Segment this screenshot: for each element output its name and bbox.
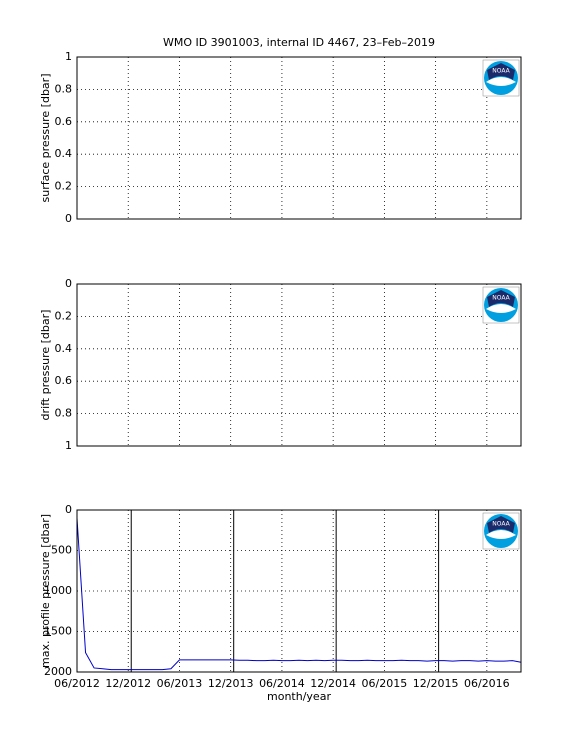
x-tick-label: 12/2013 [208, 677, 254, 690]
y-tick-label: 1500 [44, 625, 72, 638]
plot-frame [76, 56, 522, 220]
x-tick-label: 12/2015 [413, 677, 459, 690]
logo-wave [486, 77, 516, 86]
plot-area [77, 57, 521, 219]
logo-wave [486, 304, 516, 313]
y-tick-label: 1 [65, 50, 72, 63]
logo-text: NOAA [492, 295, 510, 302]
x-tick-label: 06/2015 [362, 677, 408, 690]
y-tick-label: 0.8 [55, 82, 73, 95]
noaa-logo: NOAA [482, 286, 520, 324]
logo-bird [487, 63, 515, 80]
y-tick-label: 0.4 [55, 342, 73, 355]
y-tick-label: 2000 [44, 665, 72, 678]
plot-area [77, 510, 521, 672]
y-tick-label: 500 [51, 544, 72, 557]
logo-text: NOAA [492, 68, 510, 75]
y-tick-label: 0.8 [55, 407, 73, 420]
logo-text: NOAA [492, 521, 510, 528]
y-tick-label: 1000 [44, 584, 72, 597]
noaa-logo: NOAA [482, 59, 520, 97]
plot-frame [76, 509, 522, 673]
y-tick-label: 1 [65, 439, 72, 452]
data-line [76, 518, 522, 671]
x-tick-label: 06/2016 [464, 677, 510, 690]
figure-title: WMO ID 3901003, internal ID 4467, 23–Feb… [163, 36, 435, 49]
y-tick-label: 0.6 [55, 115, 73, 128]
y-tick-label: 0 [65, 277, 72, 290]
y-axis-label: max. profile pressure [dbar] [39, 514, 52, 668]
y-tick-label: 0.2 [55, 180, 73, 193]
x-tick-label: 06/2012 [54, 677, 100, 690]
noaa-logo: NOAA [482, 512, 520, 550]
logo-bird [487, 290, 515, 307]
y-axis-label: surface pressure [dbar] [39, 74, 52, 203]
logo-wave [486, 530, 516, 539]
y-tick-label: 0.2 [55, 309, 73, 322]
y-tick-label: 0.4 [55, 147, 73, 160]
plot-frame [76, 283, 522, 447]
y-axis-label: drift pressure [dbar] [39, 310, 52, 421]
y-tick-label: 0.6 [55, 374, 73, 387]
plot-area [77, 284, 521, 446]
logo-bird [487, 516, 515, 533]
x-tick-label: 06/2013 [157, 677, 203, 690]
y-tick-label: 0 [65, 503, 72, 516]
x-tick-label: 06/2014 [259, 677, 305, 690]
y-tick-label: 0 [65, 212, 72, 225]
x-tick-label: 12/2014 [310, 677, 356, 690]
x-tick-label: 12/2012 [105, 677, 151, 690]
x-axis-label: month/year [267, 690, 331, 703]
